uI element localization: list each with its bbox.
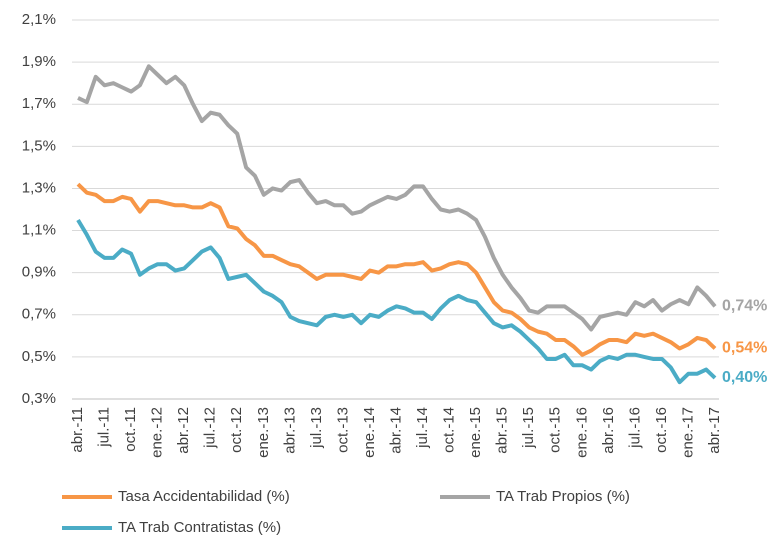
x-tick-label: abr.-15 bbox=[494, 407, 511, 454]
x-tick-label: abr.-11 bbox=[69, 407, 86, 453]
x-tick-label: ene.-12 bbox=[149, 407, 166, 458]
x-tick-label: abr.-14 bbox=[387, 407, 404, 454]
value-label: 0,74% bbox=[722, 298, 767, 315]
x-tick-label: ene.-16 bbox=[573, 407, 590, 458]
y-tick-label: 1,1% bbox=[22, 222, 56, 239]
legend-label: Tasa Accidentabilidad (%) bbox=[118, 488, 290, 505]
y-tick-label: 0,7% bbox=[22, 306, 56, 323]
legend-label: TA Trab Propios (%) bbox=[496, 488, 630, 505]
x-tick-label: oct.-14 bbox=[441, 407, 458, 453]
x-tick-label: jul.-15 bbox=[520, 407, 537, 449]
x-tick-label: oct.-16 bbox=[653, 407, 670, 453]
x-tick-label: oct.-15 bbox=[547, 407, 564, 453]
y-tick-label: 0,9% bbox=[22, 264, 56, 281]
x-tick-label: oct.-12 bbox=[228, 407, 245, 453]
value-label: 0,54% bbox=[722, 340, 767, 357]
y-tick-label: 1,5% bbox=[22, 137, 56, 154]
x-tick-label: oct.-11 bbox=[122, 407, 139, 452]
x-tick-label: abr.-13 bbox=[281, 407, 298, 454]
series-line bbox=[77, 64, 717, 332]
y-tick-label: 0,5% bbox=[22, 348, 56, 365]
x-tick-label: ene.-15 bbox=[467, 407, 484, 458]
y-tick-label: 1,7% bbox=[22, 95, 56, 112]
x-tick-label: ene.-17 bbox=[679, 407, 696, 458]
x-tick-label: abr.-12 bbox=[175, 407, 192, 454]
y-tick-label: 2,1% bbox=[22, 11, 56, 28]
y-tick-label: 0,3% bbox=[22, 390, 56, 407]
x-tick-label: jul.-14 bbox=[414, 407, 431, 449]
x-tick-label: oct.-13 bbox=[334, 407, 351, 453]
series-line bbox=[76, 182, 717, 357]
x-tick-label: jul.-13 bbox=[308, 407, 325, 449]
y-tick-label: 1,9% bbox=[22, 53, 56, 70]
x-tick-label: abr.-16 bbox=[600, 407, 617, 454]
x-tick-label: abr.-17 bbox=[706, 407, 723, 454]
y-tick-label: 1,3% bbox=[22, 179, 56, 196]
x-tick-label: jul.-16 bbox=[626, 407, 643, 449]
legend-label: TA Trab Contratistas (%) bbox=[118, 519, 281, 536]
x-tick-label: ene.-13 bbox=[255, 407, 272, 458]
series-line bbox=[76, 219, 717, 385]
x-tick-label: jul.-11 bbox=[96, 407, 113, 448]
x-tick-label: jul.-12 bbox=[202, 407, 219, 449]
value-label: 0,40% bbox=[722, 369, 767, 386]
x-tick-label: ene.-14 bbox=[361, 407, 378, 458]
